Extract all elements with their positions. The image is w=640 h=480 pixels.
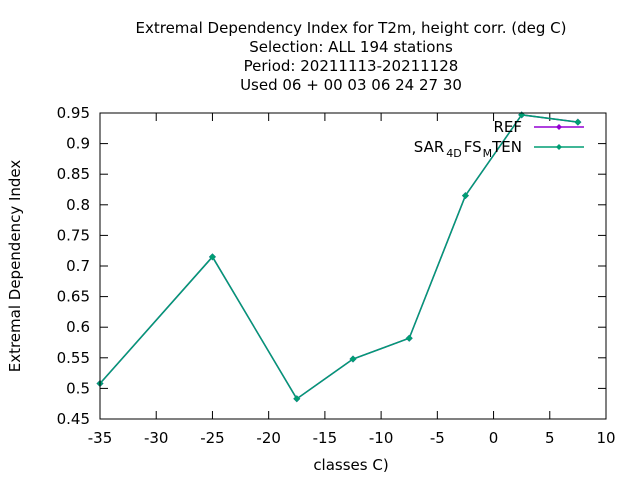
y-tick-label: 0.55 (57, 349, 90, 367)
legend-entry-ref: REF (493, 118, 584, 136)
data-point (574, 118, 582, 126)
y-tick-label: 0.9 (66, 135, 90, 153)
y-tick-label: 0.65 (57, 288, 90, 306)
x-axis-label: classes C) (313, 456, 388, 474)
y-tick-label: 0.6 (66, 318, 90, 336)
legend-label-sar: SAR 4D FSMTEN (414, 138, 522, 160)
legend-marker-sar (556, 144, 562, 150)
legend-marker-ref (556, 124, 562, 130)
legend-entry-sar: SAR 4D FSMTEN (414, 138, 584, 160)
x-tick-label: 10 (596, 429, 615, 447)
x-tick-label: -35 (88, 429, 113, 447)
legend-sar-part-2: FS (464, 138, 482, 156)
x-tick-label: -15 (313, 429, 338, 447)
chart-title: Extremal Dependency Index for T2m, heigh… (136, 19, 567, 94)
y-tick-label: 0.75 (57, 226, 90, 244)
title-line-1: Extremal Dependency Index for T2m, heigh… (136, 19, 567, 37)
legend-sar-part-3: TEN (491, 138, 522, 156)
x-tick-label: -5 (430, 429, 445, 447)
x-tick-label: -10 (369, 429, 394, 447)
legend-sar-part-1: SAR (414, 138, 444, 156)
x-tick-label: 0 (489, 429, 499, 447)
y-tick-label: 0.45 (57, 410, 90, 428)
data-point (405, 334, 413, 342)
series-line (99, 114, 578, 400)
data-point (293, 395, 301, 403)
y-tick-label: 0.8 (66, 196, 90, 214)
axis-tick-labels: -35 -30 -25 -20 -15 -10 -5 0 5 10 0.45 0.5 0.55 0.6 0.… (57, 104, 616, 447)
x-tick-label: -25 (200, 429, 225, 447)
axis-ticks (99, 112, 607, 420)
y-tick-label: 0.95 (57, 104, 90, 122)
x-tick-label: -20 (256, 429, 281, 447)
title-line-4: Used 06 + 00 03 06 24 27 30 (240, 76, 462, 94)
series-line (99, 114, 578, 400)
x-tick-label: 5 (545, 429, 555, 447)
y-tick-label: 0.7 (66, 257, 90, 275)
legend-sar-sub-2: M (483, 147, 493, 160)
data-point (208, 253, 216, 261)
data-point (349, 355, 357, 363)
legend-label-ref: REF (493, 118, 522, 136)
plot-frame (99, 112, 607, 420)
series-layer (96, 111, 582, 403)
title-line-3: Period: 20211113-20211128 (244, 57, 459, 75)
y-tick-label: 0.5 (66, 379, 90, 397)
title-line-2: Selection: ALL 194 stations (249, 38, 453, 56)
x-tick-label: -30 (144, 429, 169, 447)
legend-sar-sub-1: 4D (446, 147, 461, 160)
y-axis-label: Extremal Dependency Index (6, 160, 24, 373)
data-point (461, 192, 469, 200)
legend: REF SAR 4D FSMTEN (414, 118, 584, 160)
y-tick-label: 0.85 (57, 165, 90, 183)
